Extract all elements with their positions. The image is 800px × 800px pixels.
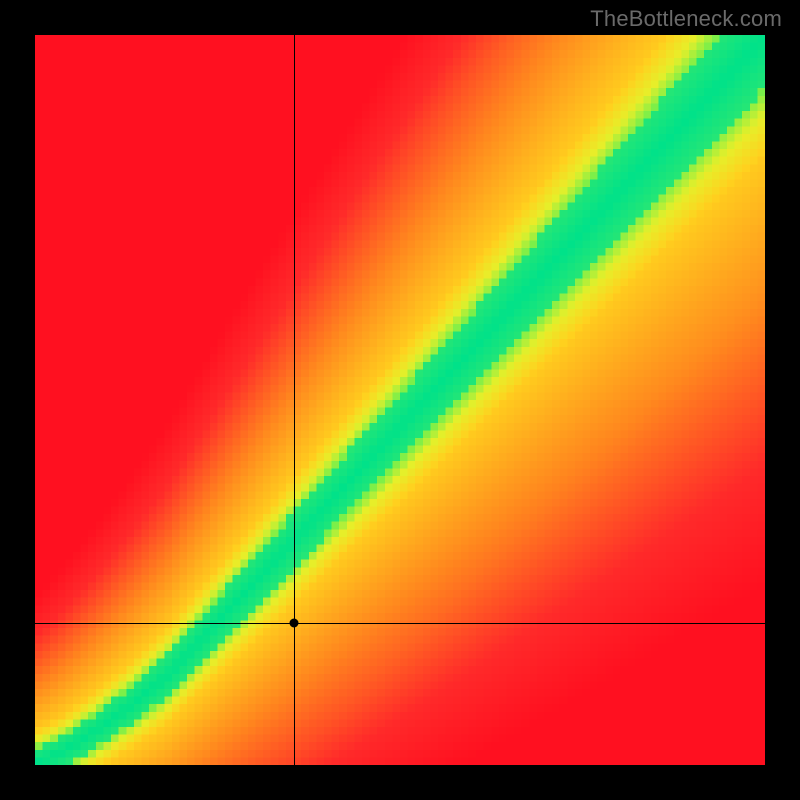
crosshair-vertical [294, 35, 295, 765]
crosshair-horizontal [35, 623, 765, 624]
marker-dot [290, 618, 299, 627]
bottleneck-heatmap [35, 35, 765, 765]
watermark-text: TheBottleneck.com [590, 6, 782, 32]
plot-area [35, 35, 765, 765]
